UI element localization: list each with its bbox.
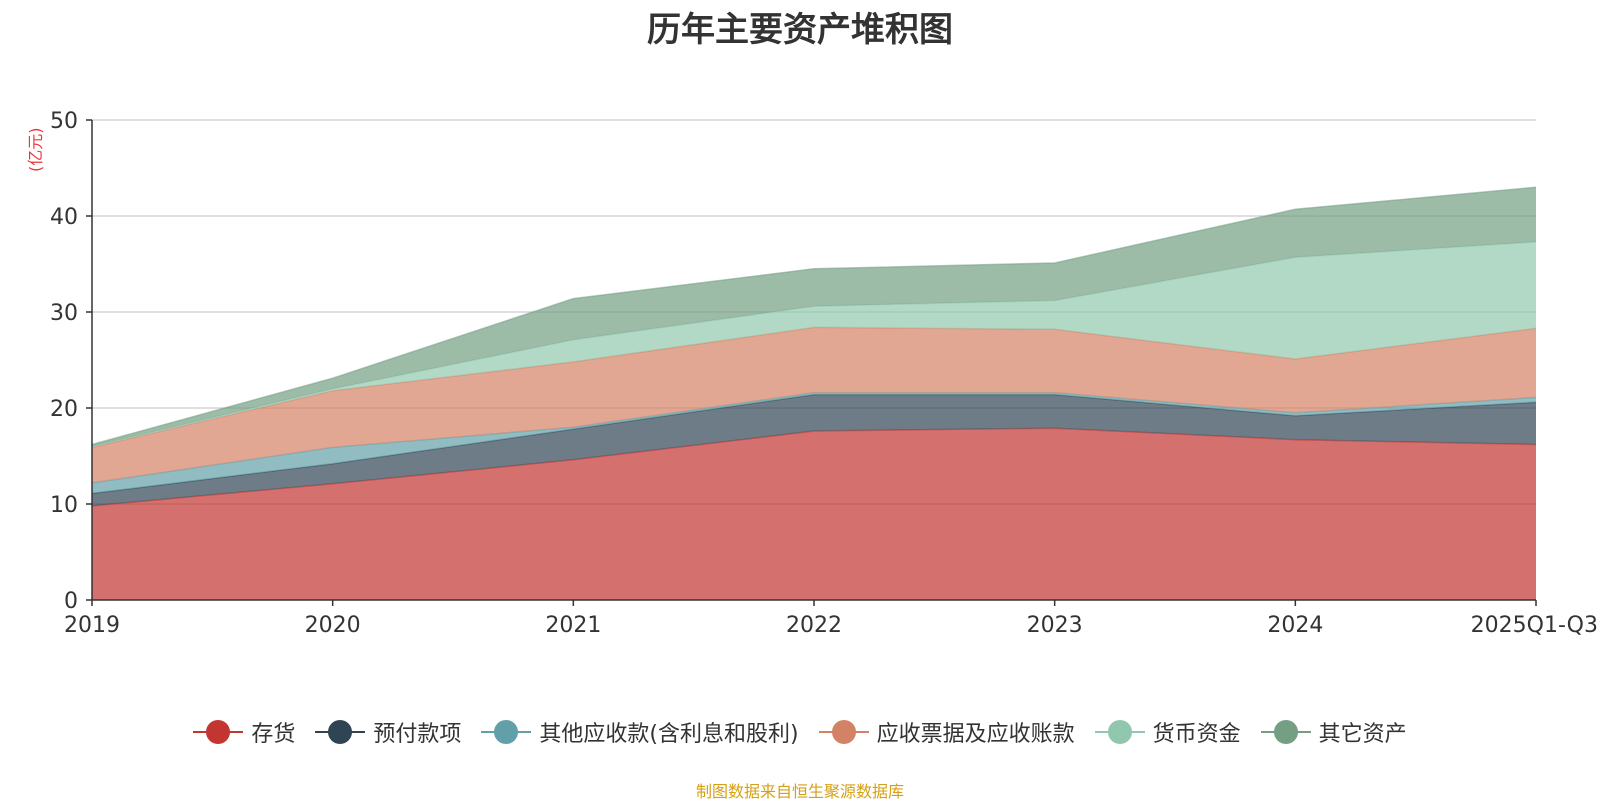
area-series-3: [92, 327, 1536, 483]
area-series-0: [92, 428, 1536, 600]
area-edge-series-5: [91, 186, 1537, 446]
y-tick-label-4: 40: [50, 205, 78, 230]
legend-marker-icon: [315, 720, 366, 744]
legend-item-1[interactable]: 预付款项: [315, 716, 461, 748]
area-series-4: [92, 241, 1536, 448]
chart-legend: 存货 预付款项 其他应收款(含利息和股利) 应收票据及应收账款 货币资金 其它资产: [0, 716, 1600, 748]
legend-label: 应收票据及应收账款: [876, 722, 1075, 747]
data-source-note: 制图数据来自恒生聚源数据库: [695, 782, 904, 801]
x-tick-label-6: 2025Q1-Q3: [1471, 613, 1598, 638]
legend-dot: [206, 720, 231, 744]
legend-item-5[interactable]: 其它资产: [1260, 716, 1407, 748]
y-tick-label-1: 10: [50, 493, 78, 518]
legend-dot: [494, 720, 519, 744]
y-tick-label-0: 0: [64, 589, 78, 614]
legend-dot: [1107, 720, 1132, 744]
x-tick-label-2: 2021: [545, 613, 601, 638]
legend-marker-icon: [1260, 720, 1311, 744]
legend-label: 货币资金: [1152, 722, 1241, 747]
y-tick-label-5: 50: [50, 109, 78, 134]
x-tick-label-1: 2020: [305, 613, 361, 638]
y-tick-label-3: 30: [50, 301, 78, 326]
x-tick-label-4: 2023: [1027, 613, 1083, 638]
legend-label: 其他应收款(含利息和股利): [539, 722, 799, 747]
y-tick-label-2: 20: [50, 397, 78, 422]
legend-label: 存货: [251, 722, 296, 747]
legend-item-4[interactable]: 货币资金: [1094, 716, 1241, 748]
chart-title: 历年主要资产堆积图: [647, 10, 953, 50]
legend-label: 预付款项: [373, 722, 462, 747]
legend-marker-icon: [193, 720, 244, 744]
legend-marker-icon: [481, 720, 532, 744]
area-series-1: [92, 394, 1536, 506]
legend-item-2[interactable]: 其他应收款(含利息和股利): [481, 716, 799, 748]
legend-label: 其它资产: [1318, 722, 1407, 747]
legend-dot: [328, 720, 353, 744]
legend-item-3[interactable]: 应收票据及应收账款: [818, 716, 1075, 748]
legend-marker-icon: [1094, 720, 1145, 744]
area-series-5: [92, 187, 1536, 447]
legend-dot: [1273, 720, 1298, 744]
x-tick-label-0: 2019: [64, 613, 120, 638]
legend-dot: [831, 720, 856, 744]
x-tick-label-5: 2024: [1267, 613, 1323, 638]
legend-item-0[interactable]: 存货: [193, 716, 295, 748]
legend-marker-icon: [818, 720, 869, 744]
x-tick-label-3: 2022: [786, 613, 842, 638]
